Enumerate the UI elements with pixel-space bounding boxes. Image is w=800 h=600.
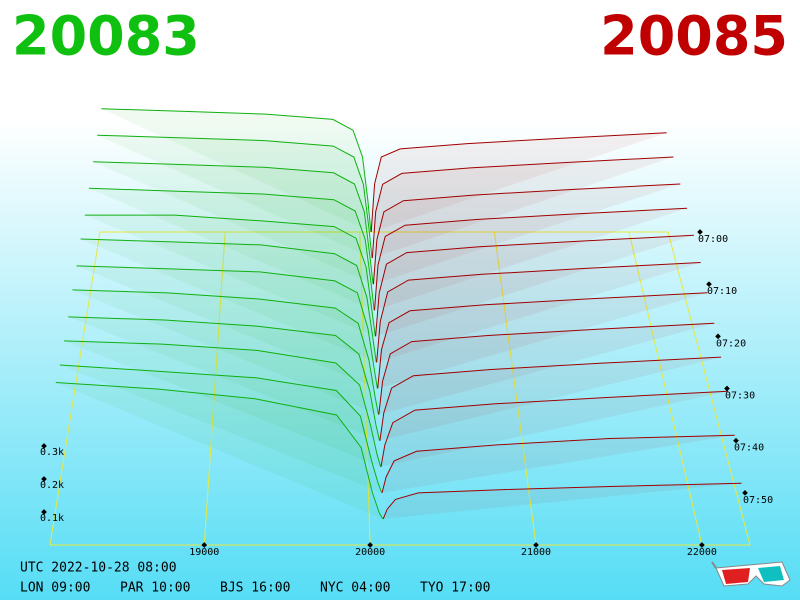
z-tick-marker (742, 490, 748, 496)
z-tick-marker (715, 333, 721, 340)
x-tick-label: 21000 (521, 547, 551, 558)
ask-price-title: 20085 (600, 5, 788, 68)
floor-outline (49, 231, 751, 546)
bid-depth-line (55, 382, 384, 520)
x-tick-marker (533, 542, 539, 548)
x-grid-line (493, 231, 537, 546)
bid-depth-line (93, 161, 374, 285)
x-tick-marker (367, 542, 373, 548)
x-tick-label: 19000 (189, 547, 219, 558)
x-grid-line (628, 231, 703, 546)
bid-depth-line (64, 340, 382, 467)
ask-depth-line (379, 356, 722, 441)
ask-depth-line (376, 262, 701, 363)
bid-depth-line (68, 316, 381, 441)
z-tick-marker (724, 385, 730, 392)
bid-depth-line (72, 289, 379, 415)
floor (49, 231, 751, 546)
x-tick-marker (201, 542, 208, 548)
ask-depth-line (370, 132, 667, 233)
z-tick-label: 07:40 (734, 443, 764, 454)
y-tick-label: 0.3k (40, 447, 64, 458)
ask-depth-line (371, 156, 674, 259)
bid-depth-line (59, 364, 383, 493)
z-tick-marker (733, 437, 739, 444)
z-tick-label: 07:50 (743, 495, 773, 506)
plot (55, 108, 742, 520)
x-grid-line (359, 231, 371, 546)
ask-depth-line (372, 183, 681, 285)
ask-depth-line (382, 482, 742, 520)
x-tick-label: 20000 (355, 547, 385, 558)
y-tick-label: 0.1k (40, 513, 64, 524)
x-tick-label: 22000 (687, 547, 717, 558)
utc-time: UTC 2022-10-28 08:00 (20, 561, 177, 576)
z-tick-marker (706, 281, 712, 287)
ask-depth-line (377, 292, 708, 389)
y-tick-label: 0.2k (40, 480, 64, 491)
clock: TYO 17:00 (420, 581, 490, 596)
bid-depth-line (88, 187, 375, 311)
ask-depth-line (378, 322, 715, 415)
bid-depth-line (76, 265, 378, 389)
clock: PAR 10:00 (120, 581, 190, 596)
z-tick-label: 07:30 (725, 391, 755, 402)
x-grid-line (203, 231, 226, 546)
x-tick-marker (699, 542, 705, 548)
ask-depth-line (374, 207, 688, 311)
3d-glasses-icon (711, 561, 791, 587)
bid-depth-line (84, 214, 376, 337)
bid-price-title: 20083 (12, 5, 200, 68)
ask-depth-line (381, 434, 735, 493)
clock: BJS 16:00 (220, 581, 290, 596)
z-tick-label: 07:10 (707, 286, 737, 297)
z-tick-marker (697, 229, 703, 235)
world-clocks: LON 09:00 PAR 10:00 BJS 16:00 NYC 04:00 TYO … (20, 581, 490, 596)
ask-depth-line (380, 390, 728, 467)
clock: NYC 04:00 (320, 581, 390, 596)
bid-depth-line (97, 134, 373, 259)
ask-depth-line (375, 234, 694, 337)
z-tick-label: 07:20 (716, 338, 746, 349)
bid-depth-line (101, 108, 372, 233)
clock: LON 09:00 (20, 581, 90, 596)
z-tick-label: 07:00 (698, 234, 728, 245)
axes: 19000 20000 21000 22000 0.1k 0.2k 0.3k 07:00 07:… (40, 229, 773, 558)
